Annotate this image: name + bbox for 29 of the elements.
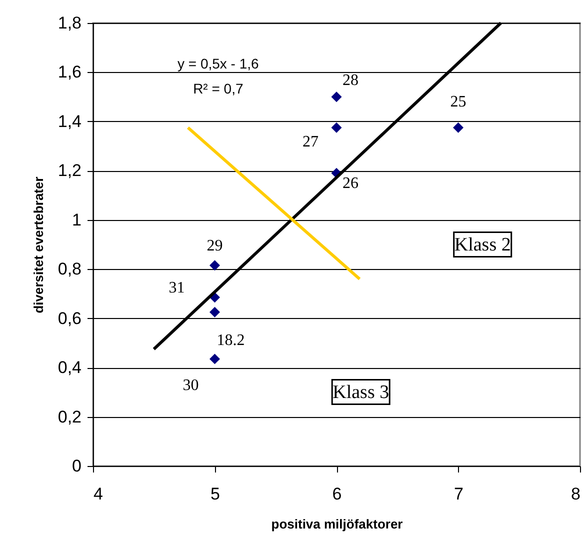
y-tick-label: 0,8: [58, 260, 82, 279]
annotation: 27: [302, 134, 318, 151]
x-axis-title: positiva miljöfaktorer: [271, 516, 403, 532]
annotation: 29: [206, 237, 223, 254]
annotation: y = 0,5x - 1,6: [177, 56, 260, 72]
annotation: 30: [182, 376, 199, 394]
y-axis-title: diversitet evertebrater: [30, 176, 46, 314]
x-tick-label: 5: [210, 484, 220, 504]
annotation: 18.2: [216, 332, 245, 350]
x-tick-label: 7: [454, 484, 464, 504]
x-tick-label: 8: [571, 484, 580, 504]
annotation: 28: [342, 72, 358, 89]
annotation: R² = 0,7: [193, 80, 244, 96]
y-tick-label: 0,2: [58, 407, 82, 426]
annotation: 25: [450, 94, 466, 111]
x-tick-label: 4: [94, 484, 103, 504]
annotation: 26: [342, 175, 358, 192]
y-tick-label: 0,4: [58, 358, 82, 378]
y-tick-label: 0: [72, 456, 82, 476]
y-tick-label: 1,2: [58, 161, 82, 180]
y-tick-label: 1,4: [58, 112, 82, 131]
annotation: Klass 3: [332, 382, 390, 404]
y-tick-label: 1,6: [58, 62, 82, 82]
annotation: Klass 2: [454, 234, 511, 256]
x-tick-label: 6: [332, 484, 342, 504]
y-tick-label: 1: [72, 210, 82, 230]
y-tick-label: 1,8: [58, 14, 82, 32]
y-tick-label: 0,6: [58, 308, 82, 328]
annotation: 31: [168, 279, 185, 296]
